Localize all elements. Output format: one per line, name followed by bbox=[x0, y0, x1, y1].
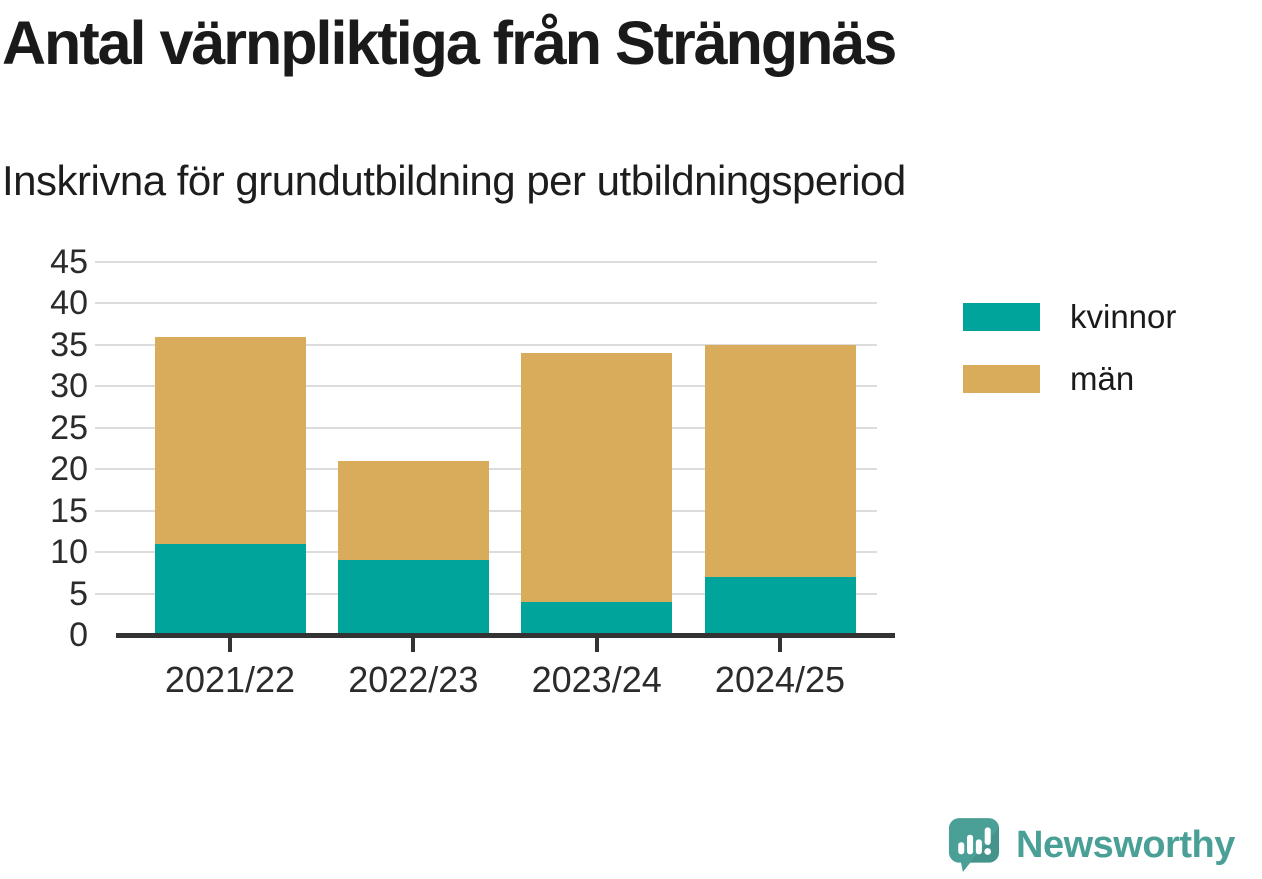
gridline-y30 bbox=[95, 385, 877, 388]
y-axis-label-40: 40 bbox=[50, 284, 88, 323]
gridline-y40 bbox=[95, 302, 877, 305]
legend-item-män: män bbox=[963, 362, 1176, 395]
legend-swatch-män bbox=[963, 364, 1040, 393]
bar-segment-män-2022/23 bbox=[337, 460, 489, 561]
x-axis-line bbox=[116, 633, 895, 638]
legend-label: män bbox=[1070, 360, 1135, 397]
y-axis-label-35: 35 bbox=[50, 325, 88, 364]
y-axis-label-15: 15 bbox=[50, 491, 88, 530]
bar-segment-kvinnor-2024/25 bbox=[704, 576, 856, 635]
bar-segment-kvinnor-2023/24 bbox=[521, 601, 673, 635]
gridline-y45 bbox=[95, 261, 877, 263]
y-axis-label-0: 0 bbox=[69, 616, 88, 654]
bar-segment-kvinnor-2021/22 bbox=[154, 543, 306, 635]
x-axis-tick-2021/22 bbox=[228, 638, 232, 652]
x-axis-label-2024/25: 2024/25 bbox=[714, 659, 846, 700]
page-title: Antal värnpliktiga från Strängnäs bbox=[2, 9, 897, 77]
bar-segment-män-2024/25 bbox=[704, 344, 856, 577]
y-axis-label-30: 30 bbox=[50, 367, 88, 406]
brand-name: Newsworthy bbox=[1016, 823, 1235, 866]
x-axis-tick-2024/25 bbox=[778, 638, 782, 652]
legend-item-kvinnor: kvinnor bbox=[963, 300, 1176, 333]
y-axis-label-25: 25 bbox=[50, 408, 88, 447]
page-subtitle: Inskrivna för grundutbildning per utbild… bbox=[2, 157, 906, 204]
x-axis-label-2023/24: 2023/24 bbox=[531, 659, 662, 700]
x-axis-tick-2022/23 bbox=[411, 638, 416, 652]
y-axis-label-20: 20 bbox=[50, 450, 88, 489]
x-axis-label-2021/22: 2021/22 bbox=[164, 659, 296, 700]
x-axis-label-2022/23: 2022/23 bbox=[348, 659, 479, 700]
y-axis-label-45: 45 bbox=[50, 243, 88, 281]
bar-segment-män-2021/22 bbox=[154, 336, 306, 544]
bar-segment-män-2023/24 bbox=[521, 353, 673, 602]
legend-label: kvinnor bbox=[1070, 298, 1177, 335]
legend-swatch-kvinnor bbox=[963, 302, 1040, 331]
newsworthy-brand: Newsworthy bbox=[948, 815, 1258, 875]
gridline-y35 bbox=[95, 343, 877, 346]
bar-chart-speech-bubble-icon bbox=[948, 818, 1000, 872]
bar-segment-kvinnor-2022/23 bbox=[337, 560, 489, 635]
gridline-y25 bbox=[95, 426, 877, 429]
x-axis-tick-2023/24 bbox=[594, 638, 599, 652]
y-axis-label-10: 10 bbox=[50, 533, 88, 572]
chart-legend: kvinnor män bbox=[963, 300, 1176, 424]
y-axis-label-5: 5 bbox=[69, 574, 88, 613]
